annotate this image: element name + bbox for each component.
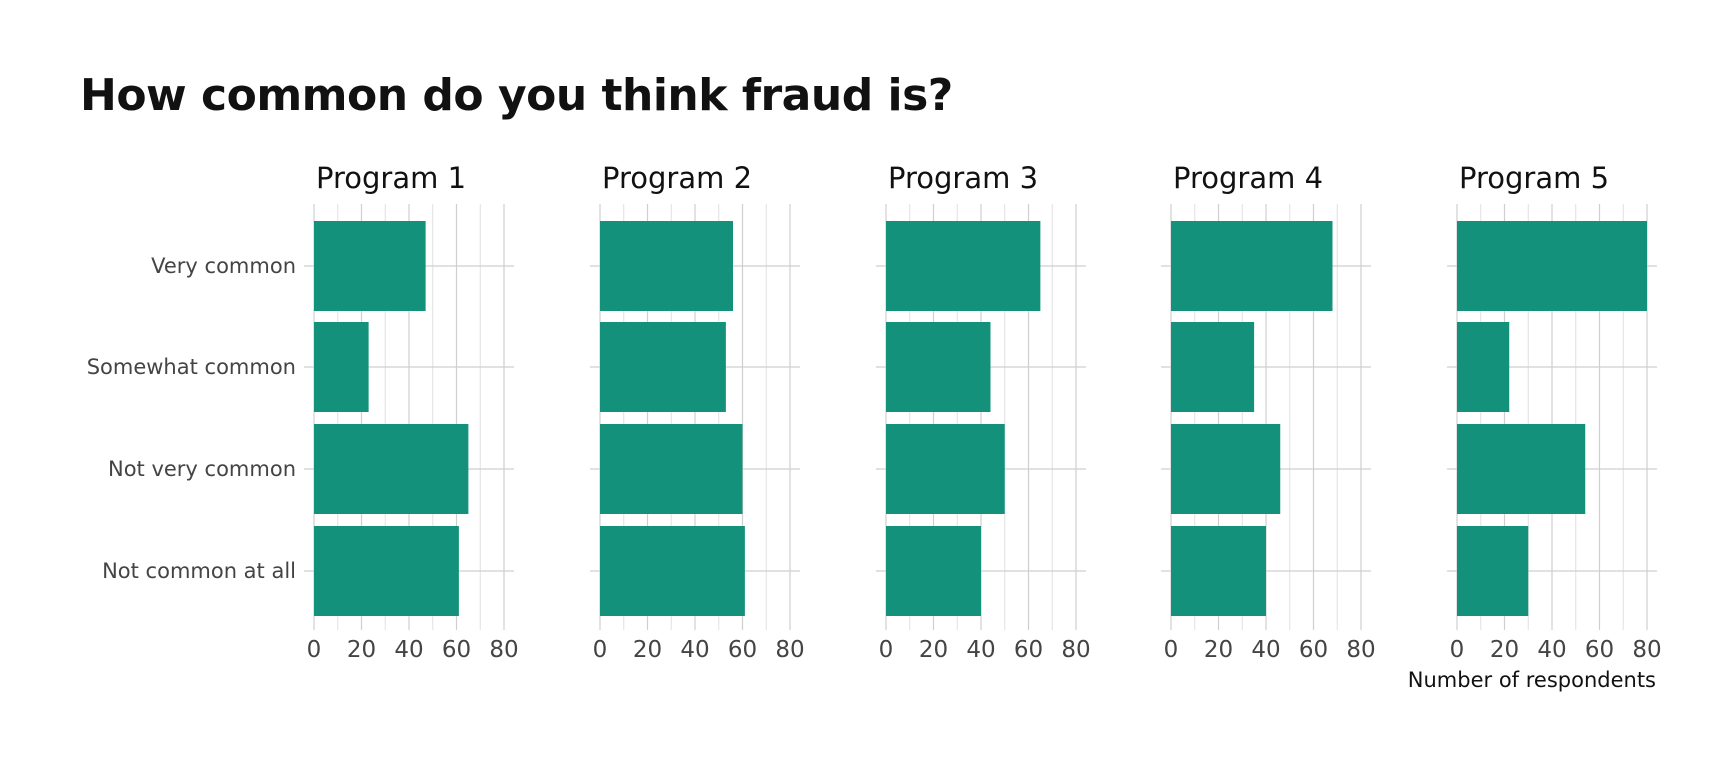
x-tick-label: 20 <box>1204 637 1233 663</box>
bar <box>1457 424 1586 514</box>
bar <box>314 322 369 412</box>
x-tick-label: 80 <box>1346 637 1375 663</box>
bar <box>600 322 726 412</box>
bar <box>600 526 745 616</box>
bar <box>886 221 1041 311</box>
x-tick-label: 60 <box>1299 637 1328 663</box>
x-tick-label: 80 <box>775 637 804 663</box>
bar <box>1171 424 1281 514</box>
x-tick-label: 60 <box>728 637 757 663</box>
x-tick-label: 80 <box>1061 637 1090 663</box>
bar <box>314 526 459 616</box>
bar <box>1457 526 1529 616</box>
bar <box>1457 221 1647 311</box>
x-tick-label: 40 <box>394 637 423 663</box>
bar <box>600 221 733 311</box>
chart-title: How common do you think fraud is? <box>80 70 953 121</box>
bar <box>1171 322 1255 412</box>
x-tick-label: 80 <box>1632 637 1661 663</box>
bar <box>600 424 743 514</box>
x-tick-label: 0 <box>593 637 608 663</box>
x-tick-label: 40 <box>966 637 995 663</box>
bar <box>886 526 981 616</box>
x-tick-label: 0 <box>1164 637 1179 663</box>
bar <box>1171 526 1266 616</box>
x-tick-label: 60 <box>1585 637 1614 663</box>
x-tick-label: 0 <box>1450 637 1465 663</box>
bar <box>314 424 469 514</box>
category-label: Very common <box>151 254 296 278</box>
x-tick-label: 20 <box>633 637 662 663</box>
category-label: Somewhat common <box>87 355 296 379</box>
panel-title: Program 5 <box>1459 161 1609 195</box>
x-tick-label: 40 <box>1251 637 1280 663</box>
x-tick-label: 60 <box>1014 637 1043 663</box>
x-tick-label: 0 <box>307 637 322 663</box>
panel-title: Program 1 <box>316 161 466 195</box>
category-label: Not very common <box>108 457 296 481</box>
x-tick-label: 20 <box>919 637 948 663</box>
x-axis-title: Number of respondents <box>1408 668 1656 692</box>
panel-title: Program 3 <box>888 161 1038 195</box>
x-tick-label: 40 <box>680 637 709 663</box>
x-tick-label: 80 <box>489 637 518 663</box>
bar <box>886 424 1005 514</box>
x-tick-label: 0 <box>879 637 894 663</box>
x-tick-label: 20 <box>347 637 376 663</box>
x-tick-label: 40 <box>1537 637 1566 663</box>
bar <box>314 221 426 311</box>
x-tick-label: 20 <box>1490 637 1519 663</box>
category-label: Not common at all <box>102 559 296 583</box>
panel-title: Program 4 <box>1173 161 1323 195</box>
panel-title: Program 2 <box>602 161 752 195</box>
x-tick-label: 60 <box>442 637 471 663</box>
bar <box>886 322 991 412</box>
bar <box>1171 221 1333 311</box>
bar <box>1457 322 1510 412</box>
